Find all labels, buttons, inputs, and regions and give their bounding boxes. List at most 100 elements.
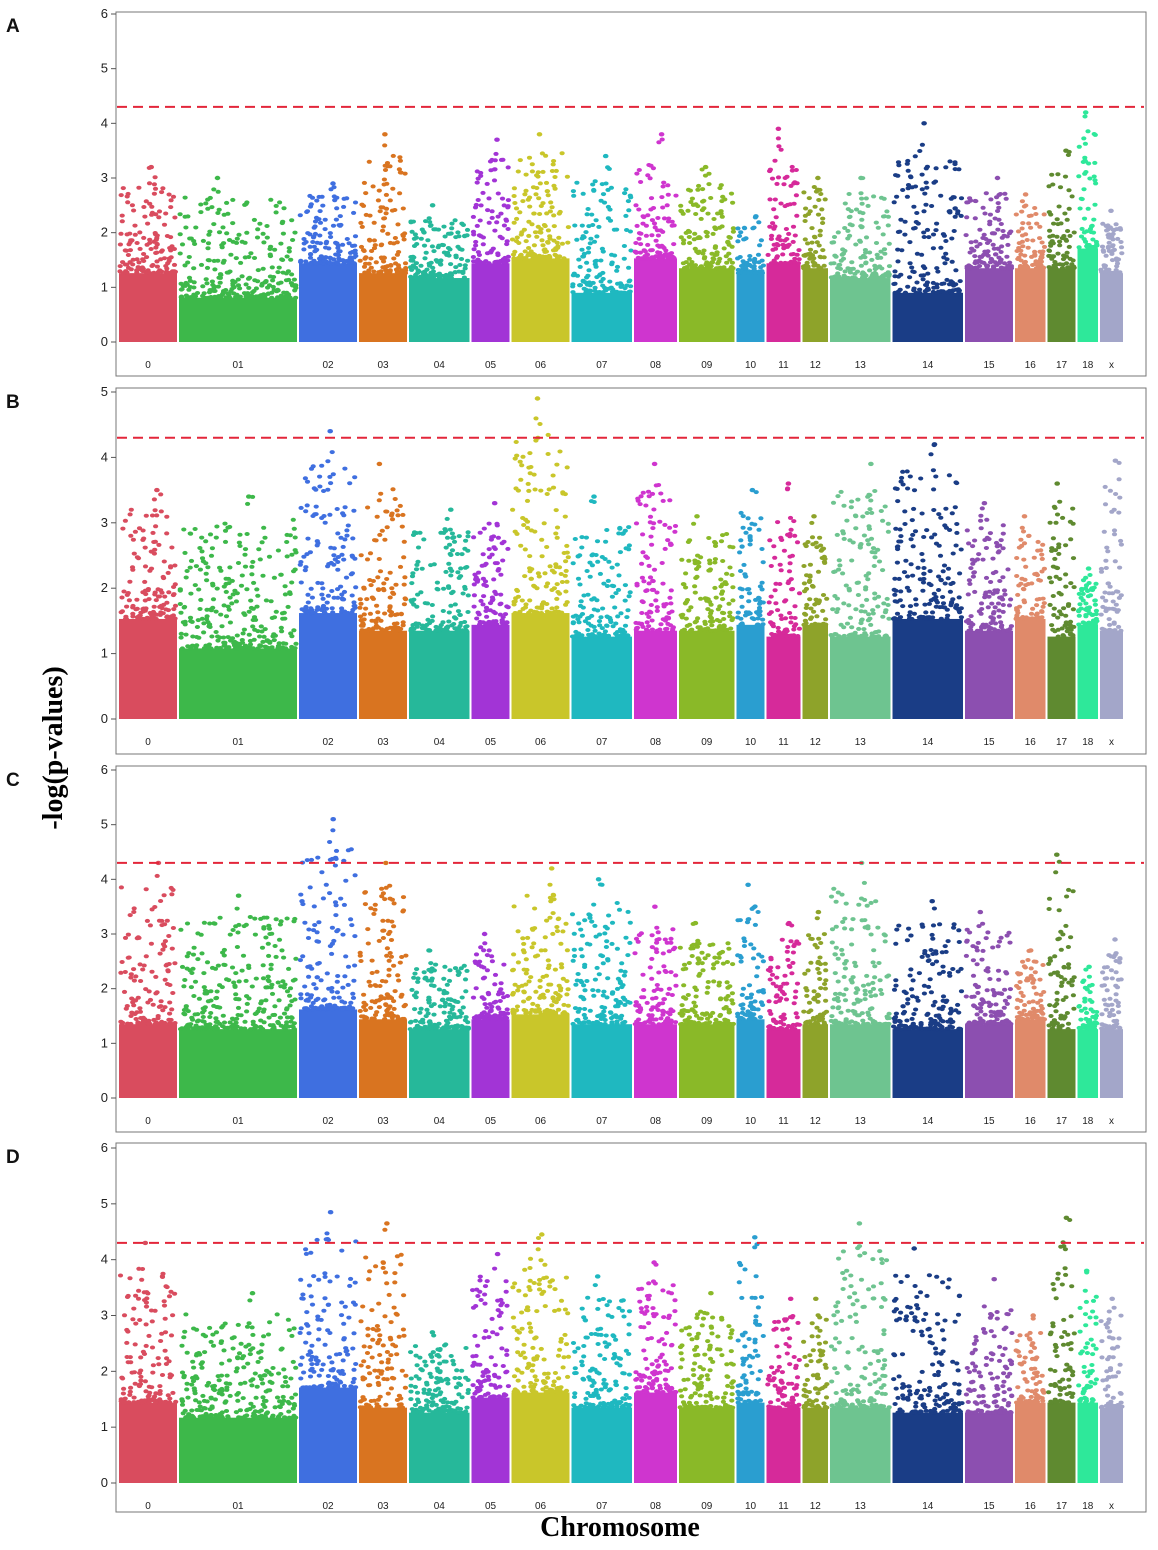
snp-point [830,607,836,612]
snp-point [260,573,266,578]
snp-point [949,511,955,516]
snp-point [186,275,193,280]
snp-point [1013,212,1019,217]
snp-point [1057,499,1063,504]
snp-point [225,635,231,640]
snp-point [1099,244,1106,249]
snp-point [527,598,533,603]
snp-point [249,572,255,577]
snp-point [646,581,652,586]
snp-point [399,268,405,273]
snp-point [527,471,533,476]
snp-point [618,290,624,295]
chromosome-label: x [1109,737,1114,748]
snp-point [292,230,298,235]
snp-point [769,176,776,181]
snp-point [810,584,816,589]
snp-point [688,605,694,610]
snp-point [907,604,914,609]
snp-point [361,264,368,269]
snp-point [197,567,203,572]
snp-point [215,284,221,289]
snp-point [792,233,798,238]
snp-point [911,488,918,493]
snp-point [638,494,644,499]
snp-point [735,610,741,615]
snp-point [156,542,162,547]
snp-point [259,629,265,634]
snp-point [284,540,290,544]
snp-point [192,527,198,531]
snp-point [574,273,581,278]
snp-point [654,590,660,595]
snp-point [519,598,525,603]
snp-point [707,568,713,573]
snp-point [539,537,545,542]
snp-point [717,619,723,624]
snp-point [698,216,704,221]
snp-point [284,290,290,295]
snp-point [132,232,138,237]
snp-point [336,249,342,254]
snp-point [601,581,607,586]
snp-point [447,551,453,556]
snp-point [633,250,640,255]
snp-point [262,535,268,540]
snp-point [814,545,820,550]
y-tick-label: 4 [101,115,108,130]
snp-point [989,231,996,236]
snp-point [872,596,878,601]
snp-point [515,169,521,174]
snp-point [245,501,251,506]
snp-point [275,270,281,275]
snp-point [408,255,414,259]
snp-point [636,168,642,172]
snp-point [279,221,285,226]
snp-point [340,597,346,602]
snp-point [594,234,600,239]
snp-point [638,180,644,184]
snp-point [772,632,778,637]
snp-point [649,627,656,632]
snp-point [970,561,976,566]
snp-point [492,561,498,566]
snp-point [396,628,402,633]
snp-point [635,496,641,501]
snp-point [876,559,883,564]
snp-point [130,537,136,542]
snp-point [876,629,882,634]
snp-point [686,608,692,613]
snp-point [581,593,587,598]
snp-point [1003,196,1009,201]
y-tick-label: 1 [101,1035,108,1050]
snp-point [813,189,820,194]
snp-point [1050,536,1056,541]
snp-point [953,543,959,548]
snp-point [944,277,950,282]
snp-point [747,257,753,262]
snp-point [371,238,377,243]
snp-point [166,256,172,261]
snp-point [1066,188,1072,193]
snp-point [140,528,146,533]
point-cluster [409,278,470,342]
snp-point [390,153,396,158]
snp-point [705,607,711,612]
snp-point [1038,259,1044,264]
snp-point [137,246,143,251]
snp-point [849,260,855,265]
snp-point [339,606,345,611]
chromosome-07-points [569,494,633,719]
snp-point [1076,591,1082,596]
snp-point [683,616,689,621]
snp-point [765,252,771,257]
snp-point [1069,194,1075,199]
snp-point [1093,581,1099,586]
snp-point [426,216,432,221]
snp-point [1000,546,1006,551]
snp-point [872,591,878,596]
snp-point [352,234,359,239]
snp-point [891,200,897,205]
snp-point [574,237,580,242]
snp-point [268,599,274,604]
